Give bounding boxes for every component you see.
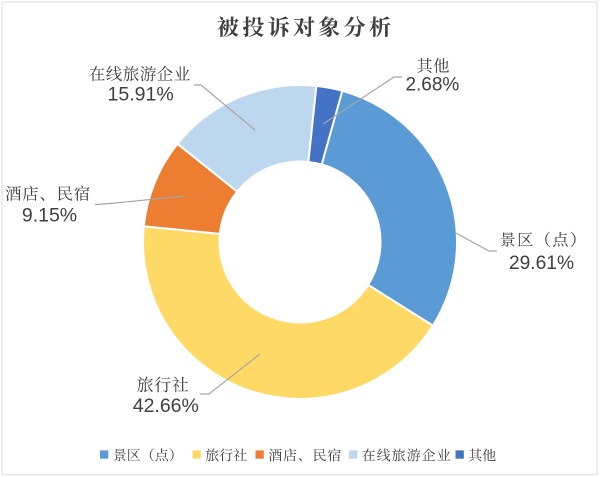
svg-text:29.61%: 29.61% bbox=[509, 253, 574, 274]
svg-text:9.15%: 9.15% bbox=[22, 205, 77, 227]
svg-text:2.68%: 2.68% bbox=[405, 75, 459, 96]
svg-text:15.91%: 15.91% bbox=[108, 84, 174, 106]
svg-text:42.66%: 42.66% bbox=[133, 395, 199, 417]
